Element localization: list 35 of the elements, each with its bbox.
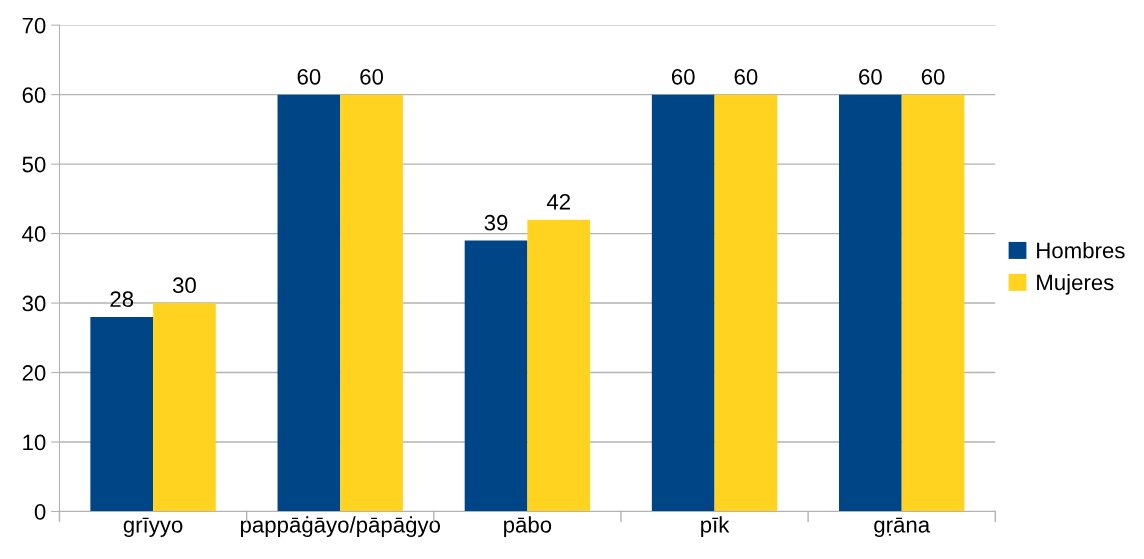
bar (464, 240, 528, 512)
y-tick-label: 30 (22, 295, 46, 312)
bar (153, 303, 216, 512)
data-label: 60 (859, 68, 882, 85)
x-tick-label: gṛāna (874, 517, 931, 538)
data-label: 60 (360, 68, 384, 85)
data-label: 30 (172, 277, 196, 294)
x-tick-label: pappāġāyo/pāpāġyo (240, 516, 441, 538)
legend-label: Mujeres (1037, 273, 1114, 295)
legend-label: Hombres (1037, 242, 1125, 259)
bar (901, 94, 965, 512)
y-tick-label: 10 (23, 434, 46, 451)
data-label: 42 (546, 194, 570, 210)
bar (277, 94, 341, 512)
bar (90, 316, 154, 512)
y-tick-label: 70 (22, 17, 46, 34)
y-tick-label: 0 (34, 504, 46, 520)
data-label: 60 (921, 68, 945, 85)
bar (651, 94, 715, 512)
y-tick-label: 60 (22, 87, 46, 103)
data-label: 60 (671, 68, 695, 85)
data-label: 39 (484, 214, 508, 231)
bar (527, 219, 591, 512)
data-label: 28 (110, 291, 134, 308)
y-tick-label: 50 (22, 156, 46, 173)
bar (839, 94, 902, 512)
bar (714, 94, 778, 512)
bar (340, 94, 403, 512)
y-tick-label: 40 (22, 226, 46, 242)
y-tick-label: 20 (22, 365, 46, 381)
data-label: 60 (734, 68, 758, 85)
x-tick-label: pābo (504, 516, 552, 538)
x-tick-label: pīk (701, 516, 730, 538)
x-tick-label: grīyyo (123, 517, 183, 538)
data-label: 60 (297, 68, 321, 85)
